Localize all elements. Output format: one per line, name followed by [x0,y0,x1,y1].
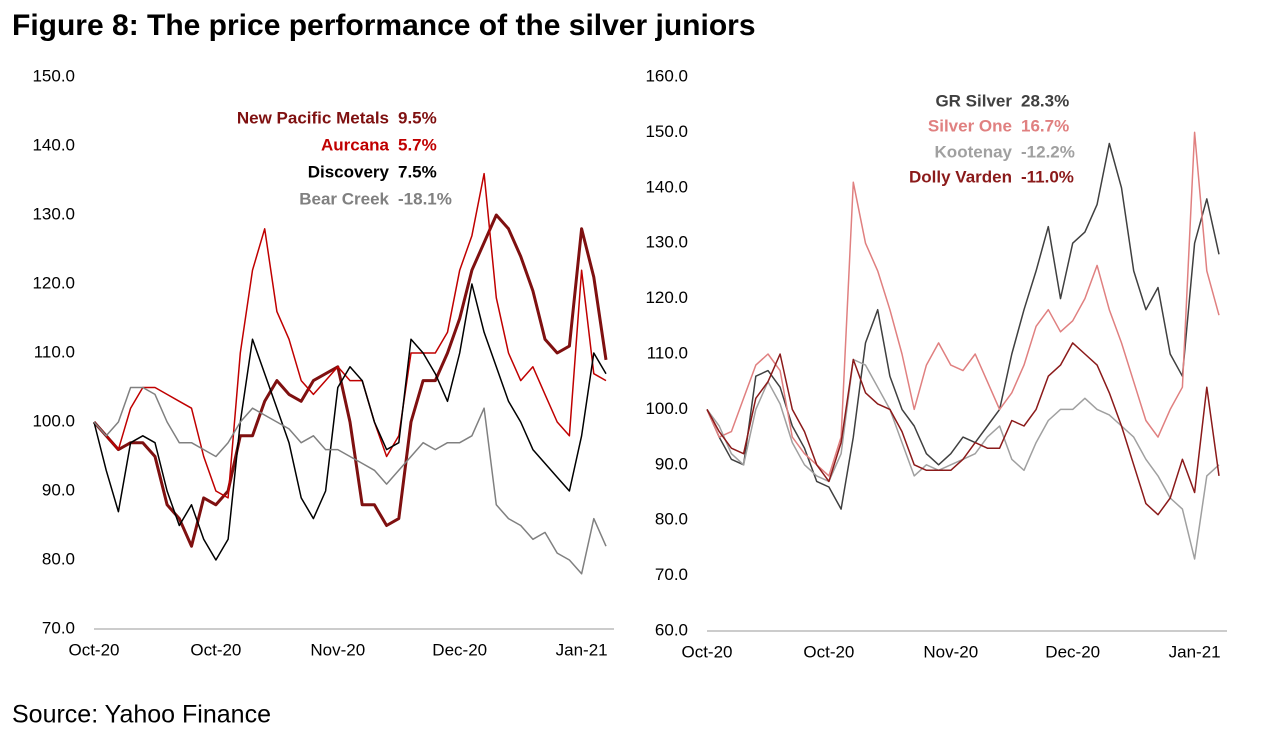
series-line [706,131,1220,477]
legend-return: -18.1% [398,189,452,208]
y-tick-label: 150.0 [645,122,688,141]
series-line [706,342,1220,516]
series-line [93,386,607,575]
x-tick-label: Oct-20 [190,640,241,659]
x-tick-label: Dec-20 [432,640,487,659]
legend-label: Kootenay [935,142,1013,161]
series-line [93,172,607,499]
legend-label: Silver One [928,116,1012,135]
y-tick-label: 90.0 [655,454,688,473]
x-tick-label: Oct-20 [68,640,119,659]
y-tick-label: 70.0 [42,618,75,637]
series-line [92,213,608,548]
y-tick-label: 150.0 [32,66,75,85]
y-tick-label: 60.0 [655,620,688,639]
y-tick-label: 120.0 [32,273,75,292]
x-tick-label: Nov-20 [310,640,365,659]
y-tick-label: 110.0 [34,342,75,361]
legend-return: 7.5% [398,162,437,181]
y-tick-label: 110.0 [647,343,688,362]
legend-label: New Pacific Metals [237,108,389,127]
x-tick-label: Oct-20 [681,642,732,661]
legend-return: 16.7% [1021,116,1069,135]
y-tick-label: 120.0 [645,288,688,307]
legend-return: -11.0% [1021,167,1074,186]
legend-return: 28.3% [1021,91,1069,110]
x-tick-label: Jan-21 [1169,642,1221,661]
x-tick-label: Dec-20 [1045,642,1100,661]
y-tick-label: 100.0 [645,399,688,418]
legend-return: 5.7% [398,135,437,154]
x-tick-label: Jan-21 [556,640,608,659]
legend-label: Discovery [308,162,390,181]
source-note: Source: Yahoo Finance [12,701,271,729]
y-tick-label: 90.0 [42,480,75,499]
figure-title: Figure 8: The price performance of the s… [12,9,756,42]
x-tick-label: Oct-20 [803,642,854,661]
y-tick-label: 80.0 [42,549,75,568]
legend-label: Aurcana [321,135,390,154]
y-tick-label: 80.0 [655,510,688,529]
x-tick-label: Nov-20 [923,642,978,661]
y-tick-label: 140.0 [645,177,688,196]
legend-label: Dolly Varden [909,167,1012,186]
legend-return: 9.5% [398,108,437,127]
series-line [93,283,607,561]
legend-return: -12.2% [1021,142,1075,161]
legend-label: GR Silver [935,91,1012,110]
series-line [706,142,1220,510]
y-tick-label: 70.0 [655,565,688,584]
y-tick-label: 130.0 [645,233,688,252]
y-tick-label: 100.0 [32,411,75,430]
y-tick-label: 130.0 [32,204,75,223]
y-tick-label: 140.0 [32,135,75,154]
legend-label: Bear Creek [299,189,389,208]
y-tick-label: 160.0 [645,66,688,85]
